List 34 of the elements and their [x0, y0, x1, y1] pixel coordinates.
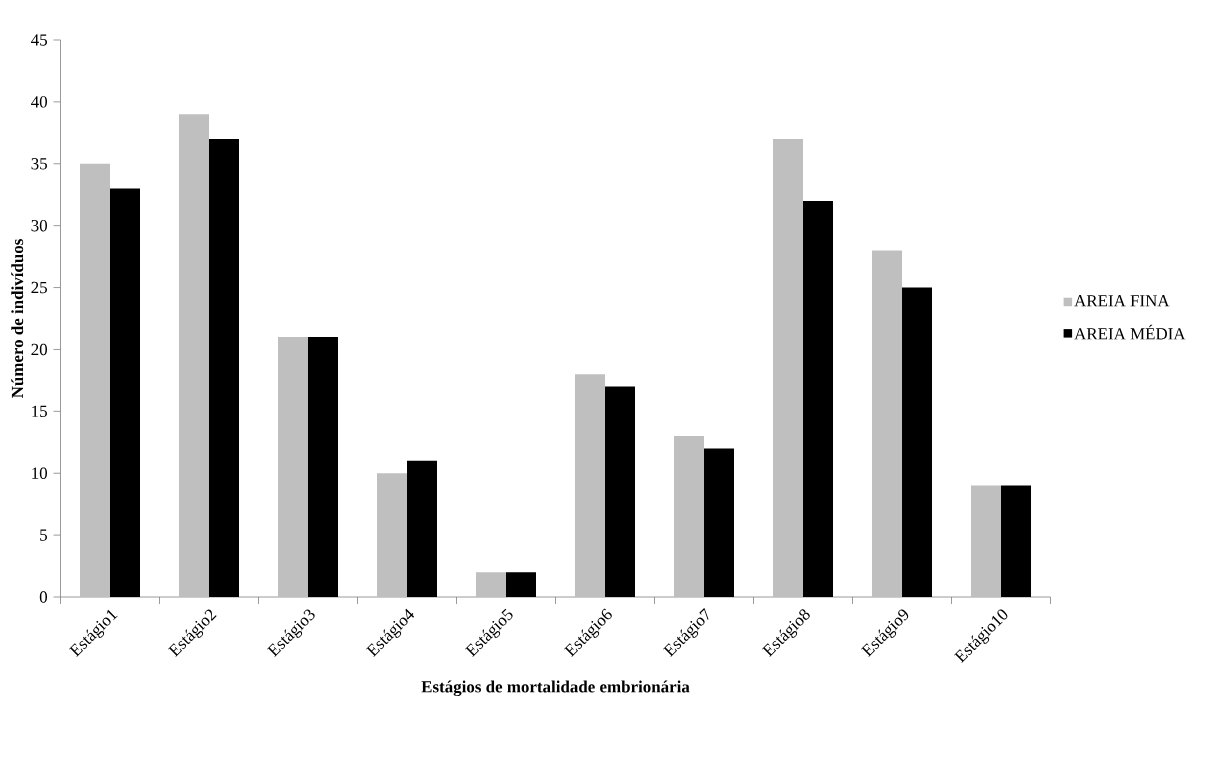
y-axis-title: Número de indivíduos	[11, 239, 24, 399]
bar	[278, 337, 308, 597]
bar	[872, 250, 903, 597]
bar	[971, 485, 1002, 597]
bar	[110, 188, 140, 597]
bar	[773, 139, 804, 597]
bar	[803, 200, 834, 597]
y-tick-label: 30	[31, 219, 48, 232]
bar	[506, 572, 537, 597]
y-tick-label: 5	[40, 529, 47, 541]
bar	[209, 139, 239, 597]
x-axis-title: Estágios de mortalidade embrionária	[421, 680, 690, 697]
legend-label: AREIA FINA	[1074, 295, 1170, 307]
bar	[377, 473, 407, 597]
y-tick-label: 40	[31, 96, 48, 108]
bar	[902, 287, 933, 597]
y-tick-label: 0	[39, 591, 48, 603]
bar	[674, 436, 705, 597]
bar	[605, 386, 636, 597]
bar	[476, 572, 507, 597]
bar	[1001, 485, 1032, 597]
y-tick-label: 15	[32, 405, 47, 418]
bar	[704, 448, 735, 597]
y-tick-label: 25	[31, 281, 47, 294]
y-tick-label: 45	[31, 34, 47, 46]
legend-label: AREIA MÉDIA	[1074, 324, 1186, 340]
bar	[179, 114, 209, 597]
bar	[575, 374, 606, 597]
y-tick-label: 20	[31, 343, 48, 356]
y-tick-label: 35	[31, 158, 47, 170]
y-tick-label: 10	[32, 467, 48, 479]
bar	[407, 460, 437, 597]
bar	[308, 337, 338, 597]
bar	[80, 163, 110, 597]
